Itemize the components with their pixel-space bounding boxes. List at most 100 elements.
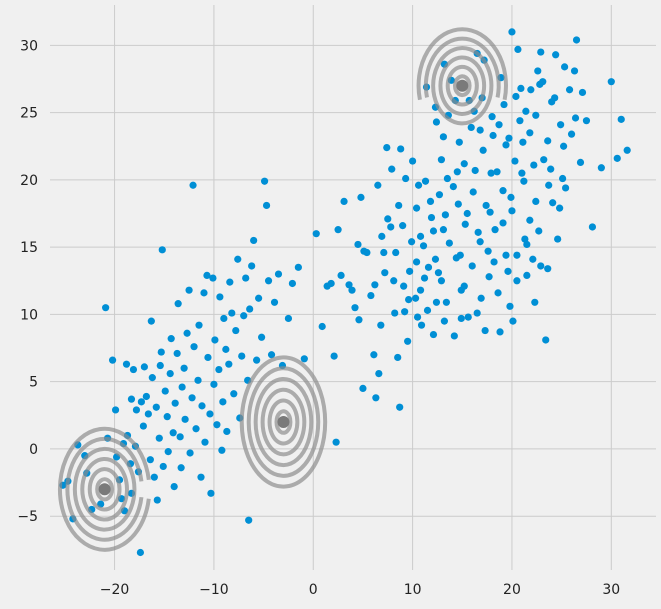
data-point (204, 353, 212, 362)
data-point (206, 410, 214, 418)
data-point (147, 317, 155, 325)
data-point (220, 314, 228, 323)
data-point (613, 154, 621, 162)
data-point (578, 88, 587, 97)
data-point (378, 232, 386, 240)
y-tick-label: 10 (20, 307, 38, 323)
data-point (432, 298, 441, 306)
data-point (512, 92, 520, 101)
data-point (190, 343, 198, 351)
data-point (380, 248, 388, 257)
data-point (522, 107, 530, 115)
y-tick-label: 30 (20, 38, 38, 54)
data-point (360, 247, 368, 255)
contour-ring (431, 46, 494, 126)
data-point (222, 345, 230, 353)
data-point (108, 356, 117, 364)
data-point (399, 222, 407, 230)
data-point (392, 248, 400, 257)
data-point (493, 168, 501, 176)
data-point (514, 45, 522, 53)
x-tick-label: −10 (199, 582, 229, 598)
data-point (242, 274, 250, 282)
data-point (404, 337, 412, 345)
data-point (207, 489, 215, 497)
data-point (345, 281, 353, 289)
data-point (435, 191, 444, 199)
data-point (557, 121, 565, 129)
data-point (542, 336, 550, 344)
data-point (535, 227, 543, 235)
data-point (152, 403, 160, 411)
gaussian-contours (57, 27, 508, 552)
data-point (523, 271, 531, 279)
data-point (607, 78, 615, 86)
data-point (455, 138, 463, 146)
data-point (571, 114, 580, 122)
data-point (210, 380, 218, 388)
data-point (219, 398, 227, 406)
data-point (597, 164, 605, 172)
data-point (142, 392, 150, 401)
grid-lines (50, 5, 656, 570)
data-point (532, 111, 540, 119)
contour-ring (260, 387, 307, 457)
data-point (437, 277, 446, 285)
data-point (332, 438, 340, 446)
data-point (111, 406, 120, 414)
data-point (357, 193, 365, 201)
data-point (270, 298, 279, 306)
data-point (476, 126, 484, 134)
data-point (496, 328, 504, 336)
data-point (429, 227, 438, 235)
data-point (337, 271, 345, 279)
data-point (440, 317, 448, 325)
contour-ring (267, 398, 300, 446)
data-point (534, 67, 542, 75)
data-point (195, 321, 203, 329)
data-point (517, 84, 525, 93)
contour-ring (239, 355, 328, 489)
data-point (551, 94, 559, 102)
contour-ring (423, 36, 501, 98)
data-point (164, 448, 172, 456)
data-point (508, 28, 516, 36)
data-point (201, 438, 209, 446)
data-point (372, 394, 380, 402)
data-point (417, 321, 426, 329)
data-point (262, 201, 271, 210)
data-point (155, 434, 163, 442)
data-point (377, 321, 385, 329)
data-point (445, 239, 453, 247)
data-point (460, 160, 468, 168)
data-point (218, 446, 226, 454)
data-point (572, 36, 581, 44)
data-point (495, 121, 503, 129)
data-point (197, 473, 205, 481)
data-point (267, 351, 276, 359)
data-point (561, 184, 570, 192)
data-point (226, 278, 234, 286)
data-point (502, 251, 510, 259)
data-point (416, 232, 425, 240)
data-point (189, 181, 197, 189)
data-point (371, 281, 379, 289)
data-point (240, 312, 248, 320)
contour-ring (80, 457, 129, 522)
data-point (513, 251, 521, 259)
contour-ring (438, 55, 487, 116)
data-point (544, 137, 552, 145)
data-point (274, 270, 283, 278)
data-point (529, 255, 537, 263)
y-tick-label: 20 (20, 173, 38, 189)
data-point (441, 211, 449, 219)
data-point (559, 174, 567, 183)
x-tick-label: 30 (602, 582, 620, 598)
data-point (486, 208, 494, 216)
data-points (59, 28, 631, 557)
data-point (567, 130, 576, 138)
data-point (348, 286, 356, 294)
data-point (502, 141, 510, 149)
data-point (173, 349, 181, 358)
data-point (527, 86, 535, 94)
